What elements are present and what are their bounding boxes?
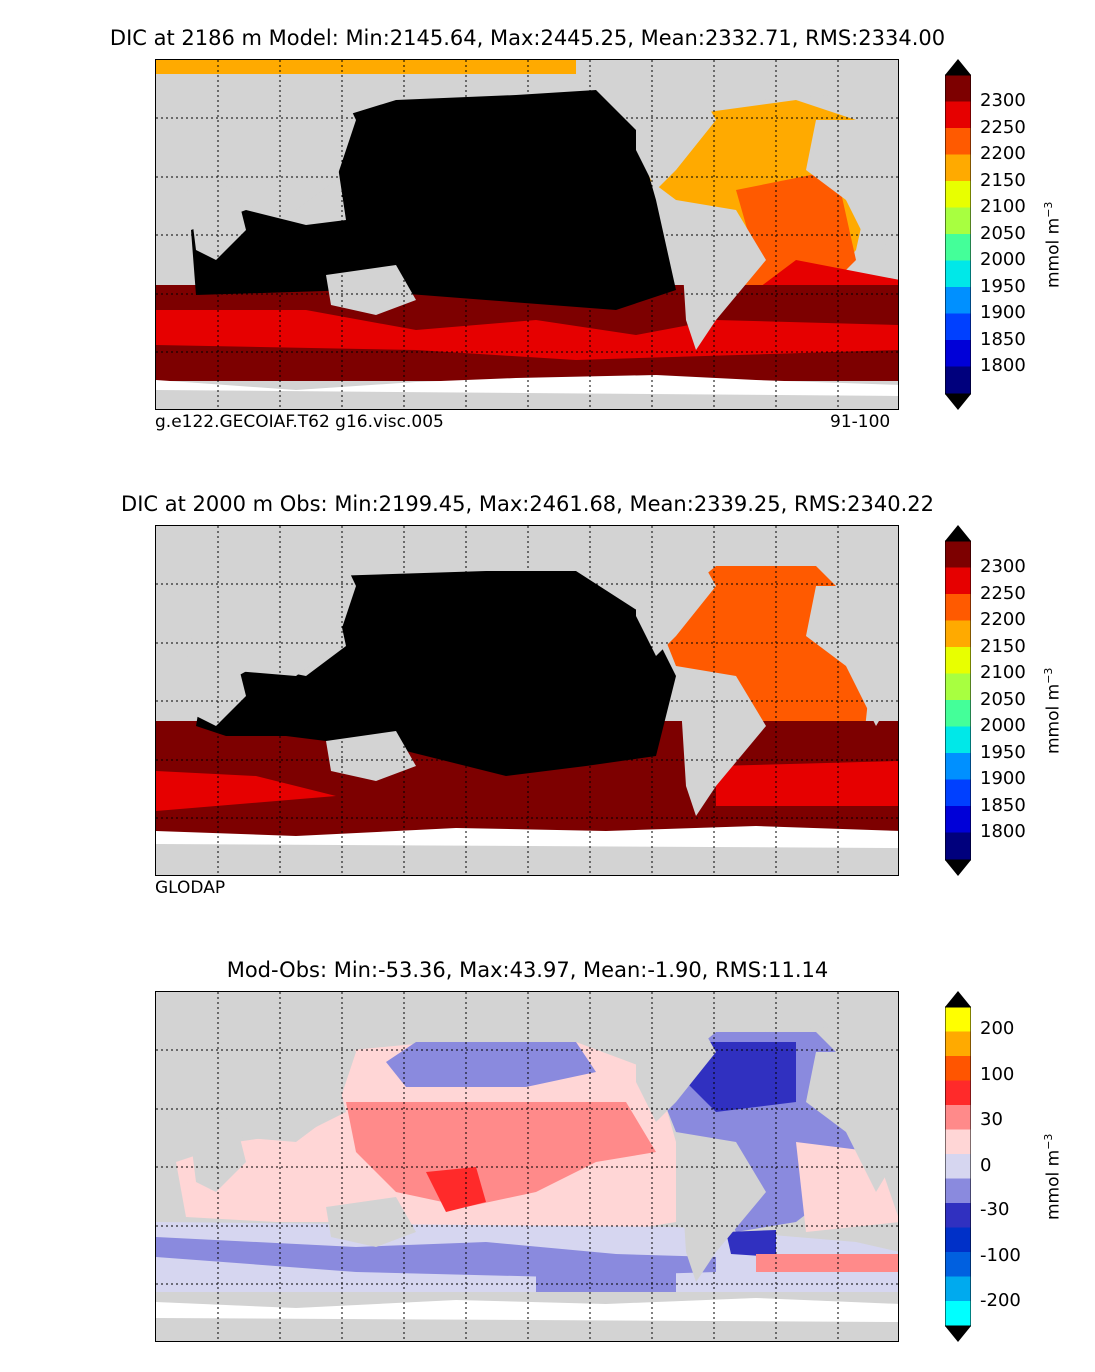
panel2-tick: 2200 xyxy=(980,609,1026,630)
panel1-colorbar xyxy=(945,59,971,410)
panel2-units-label: mmol m−3 xyxy=(1042,667,1064,754)
panel1-years-label: 91-100 xyxy=(830,412,891,432)
panel3-tick: 100 xyxy=(980,1064,1015,1085)
panel2-map xyxy=(155,525,899,876)
panel1-units-label: mmol m−3 xyxy=(1042,201,1064,288)
panel3-tick: -200 xyxy=(980,1290,1021,1311)
panel3-units-label: mmol m−3 xyxy=(1042,1133,1064,1220)
panel3-tick: -100 xyxy=(980,1245,1021,1266)
panel1-tick: 2250 xyxy=(980,117,1026,138)
panel2-colorbar xyxy=(945,525,971,876)
panel1-tick: 2050 xyxy=(980,223,1026,244)
panel2-tick: 2250 xyxy=(980,583,1026,604)
panel1-tick: 1850 xyxy=(980,329,1026,350)
panel2-tick: 2300 xyxy=(980,556,1026,577)
panel1-case-label: g.e122.GECOIAF.T62 g16.visc.005 xyxy=(155,412,444,432)
panel1-tick: 2150 xyxy=(980,170,1026,191)
panel1-tick: 2300 xyxy=(980,90,1026,111)
panel2-tick: 1950 xyxy=(980,742,1026,763)
panel2-source-label: GLODAP xyxy=(155,878,226,898)
panel1-tick: 1800 xyxy=(980,355,1026,376)
panel3-tick: 200 xyxy=(980,1018,1015,1039)
panel1-tick: 1900 xyxy=(980,302,1026,323)
panel2-tick: 2000 xyxy=(980,715,1026,736)
panel2-tick: 1850 xyxy=(980,795,1026,816)
panel2-title: DIC at 2000 m Obs: Min:2199.45, Max:2461… xyxy=(121,492,934,516)
panel1-tick: 2200 xyxy=(980,143,1026,164)
panel1-tick: 1950 xyxy=(980,276,1026,297)
panel2-tick: 1900 xyxy=(980,768,1026,789)
panel2-tick: 2150 xyxy=(980,636,1026,657)
panel3-tick: -30 xyxy=(980,1199,1010,1220)
panel2-tick: 1800 xyxy=(980,821,1026,842)
panel1-title: DIC at 2186 m Model: Min:2145.64, Max:24… xyxy=(109,26,946,50)
panel3-tick: 30 xyxy=(980,1109,1003,1130)
panel3-map xyxy=(155,991,899,1342)
panel3-title: Mod-Obs: Min:-53.36, Max:43.97, Mean:-1.… xyxy=(226,958,829,982)
panel1-tick: 2100 xyxy=(980,196,1026,217)
panel3-tick: 0 xyxy=(980,1155,992,1176)
panel1-tick: 2000 xyxy=(980,249,1026,270)
panel1-map xyxy=(155,59,899,410)
panel2-tick: 2100 xyxy=(980,662,1026,683)
panel2-tick: 2050 xyxy=(980,689,1026,710)
panel3-colorbar xyxy=(945,991,971,1342)
